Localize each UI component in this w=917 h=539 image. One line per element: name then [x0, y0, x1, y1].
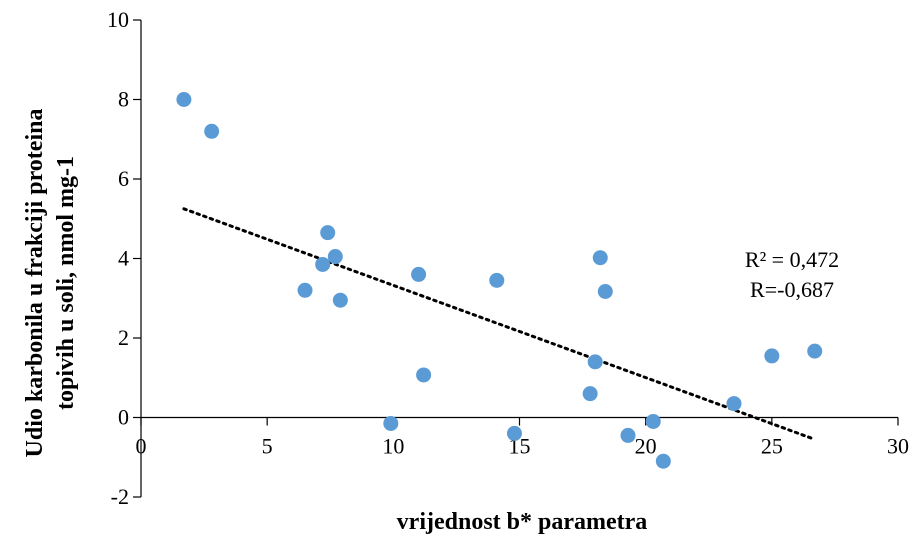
data-point: [315, 256, 331, 272]
data-point: [587, 354, 603, 370]
data-point: [489, 272, 505, 288]
data-point: [176, 92, 192, 107]
trendline: [182, 207, 817, 441]
x-tick-label: 25: [761, 434, 783, 459]
y-tick-label: 2: [118, 325, 129, 350]
x-axis-ticks: 0 5 10 15 20 25 30: [136, 417, 909, 459]
data-point: [416, 367, 432, 383]
data-point: [645, 413, 661, 429]
data-point: [807, 343, 823, 359]
y-tick-label: 0: [118, 405, 129, 430]
x-tick-label: 20: [635, 434, 657, 459]
y-tick-label: 10: [107, 7, 129, 32]
data-point: [726, 396, 742, 412]
data-point: [204, 123, 220, 139]
y-axis-title: Udio karbonila u frakciji proteina topiv…: [22, 109, 79, 458]
data-point: [383, 415, 399, 431]
x-axis-title: vrijednost b* parametra: [397, 509, 648, 535]
annotation-r-squared: R² = 0,472: [745, 247, 839, 272]
data-point: [327, 249, 343, 265]
data-points: [176, 92, 823, 469]
y-axis-title-line-1: Udio karbonila u frakciji proteina: [22, 109, 48, 458]
x-tick-label: 5: [262, 434, 273, 459]
trendline-layer: [182, 207, 817, 441]
data-point: [592, 250, 608, 266]
data-point: [506, 425, 522, 441]
x-tick-label: 0: [136, 434, 147, 459]
annotation-r: R=-0,687: [750, 277, 834, 302]
data-point: [620, 427, 636, 443]
y-tick-label: 8: [118, 87, 129, 112]
x-tick-label: 30: [887, 434, 909, 459]
y-tick-label: 4: [118, 246, 129, 271]
data-point: [764, 348, 780, 364]
y-tick-label: 6: [118, 166, 129, 191]
x-tick-label: 10: [382, 434, 404, 459]
data-point: [655, 453, 671, 469]
data-point: [320, 225, 336, 241]
data-point: [597, 283, 613, 299]
data-point: [332, 292, 348, 308]
y-tick-label: -2: [111, 484, 129, 509]
y-axis-title-line-2: topivih u soli, nmol mg-1: [53, 156, 79, 410]
y-axis-ticks: -2 0 2 4 6 8 10: [107, 7, 141, 509]
data-point: [582, 386, 598, 402]
data-point: [411, 266, 427, 282]
data-point: [297, 282, 313, 298]
